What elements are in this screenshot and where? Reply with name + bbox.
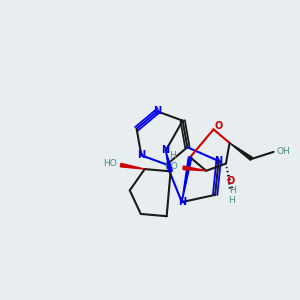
Text: N: N	[162, 145, 170, 154]
Text: O: O	[214, 122, 223, 131]
Text: OH: OH	[277, 147, 290, 156]
Text: O: O	[227, 176, 235, 186]
Text: N: N	[178, 197, 186, 207]
Text: N: N	[137, 150, 146, 161]
Polygon shape	[183, 166, 206, 171]
Polygon shape	[182, 157, 192, 202]
Polygon shape	[230, 143, 253, 160]
Text: H: H	[230, 186, 236, 195]
Text: N: N	[153, 106, 161, 116]
Text: H: H	[169, 151, 176, 160]
Text: N: N	[214, 156, 223, 166]
Polygon shape	[166, 151, 172, 172]
Text: H: H	[229, 196, 235, 205]
Text: HO: HO	[103, 159, 117, 168]
Text: HO: HO	[164, 162, 178, 171]
Polygon shape	[120, 164, 145, 169]
